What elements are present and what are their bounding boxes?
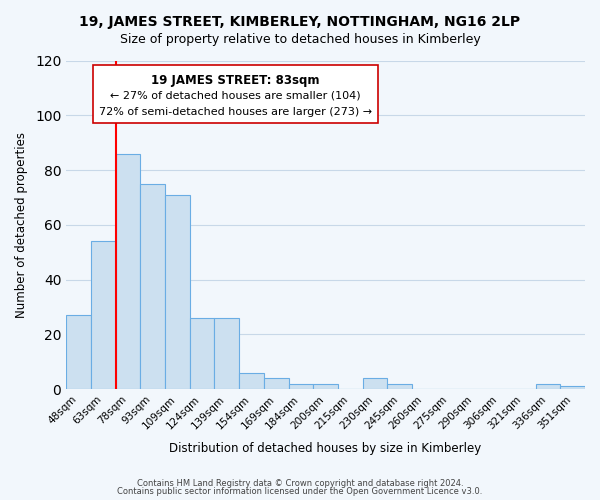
Text: ← 27% of detached houses are smaller (104): ← 27% of detached houses are smaller (10… — [110, 90, 361, 101]
Bar — [190, 318, 214, 389]
X-axis label: Distribution of detached houses by size in Kimberley: Distribution of detached houses by size … — [169, 442, 482, 455]
Bar — [536, 384, 560, 389]
Bar — [264, 378, 289, 389]
Text: 72% of semi-detached houses are larger (273) →: 72% of semi-detached houses are larger (… — [99, 107, 372, 117]
Bar — [388, 384, 412, 389]
Bar — [66, 315, 91, 389]
Bar — [362, 378, 388, 389]
Y-axis label: Number of detached properties: Number of detached properties — [15, 132, 28, 318]
Bar — [165, 194, 190, 389]
Bar — [289, 384, 313, 389]
Bar — [91, 242, 116, 389]
Bar — [560, 386, 585, 389]
Bar — [116, 154, 140, 389]
Text: Contains public sector information licensed under the Open Government Licence v3: Contains public sector information licen… — [118, 487, 482, 496]
Text: 19 JAMES STREET: 83sqm: 19 JAMES STREET: 83sqm — [151, 74, 320, 87]
Text: Contains HM Land Registry data © Crown copyright and database right 2024.: Contains HM Land Registry data © Crown c… — [137, 478, 463, 488]
Bar — [313, 384, 338, 389]
Bar — [239, 372, 264, 389]
Bar — [214, 318, 239, 389]
Bar — [140, 184, 165, 389]
Text: 19, JAMES STREET, KIMBERLEY, NOTTINGHAM, NG16 2LP: 19, JAMES STREET, KIMBERLEY, NOTTINGHAM,… — [79, 15, 521, 29]
Text: Size of property relative to detached houses in Kimberley: Size of property relative to detached ho… — [119, 32, 481, 46]
